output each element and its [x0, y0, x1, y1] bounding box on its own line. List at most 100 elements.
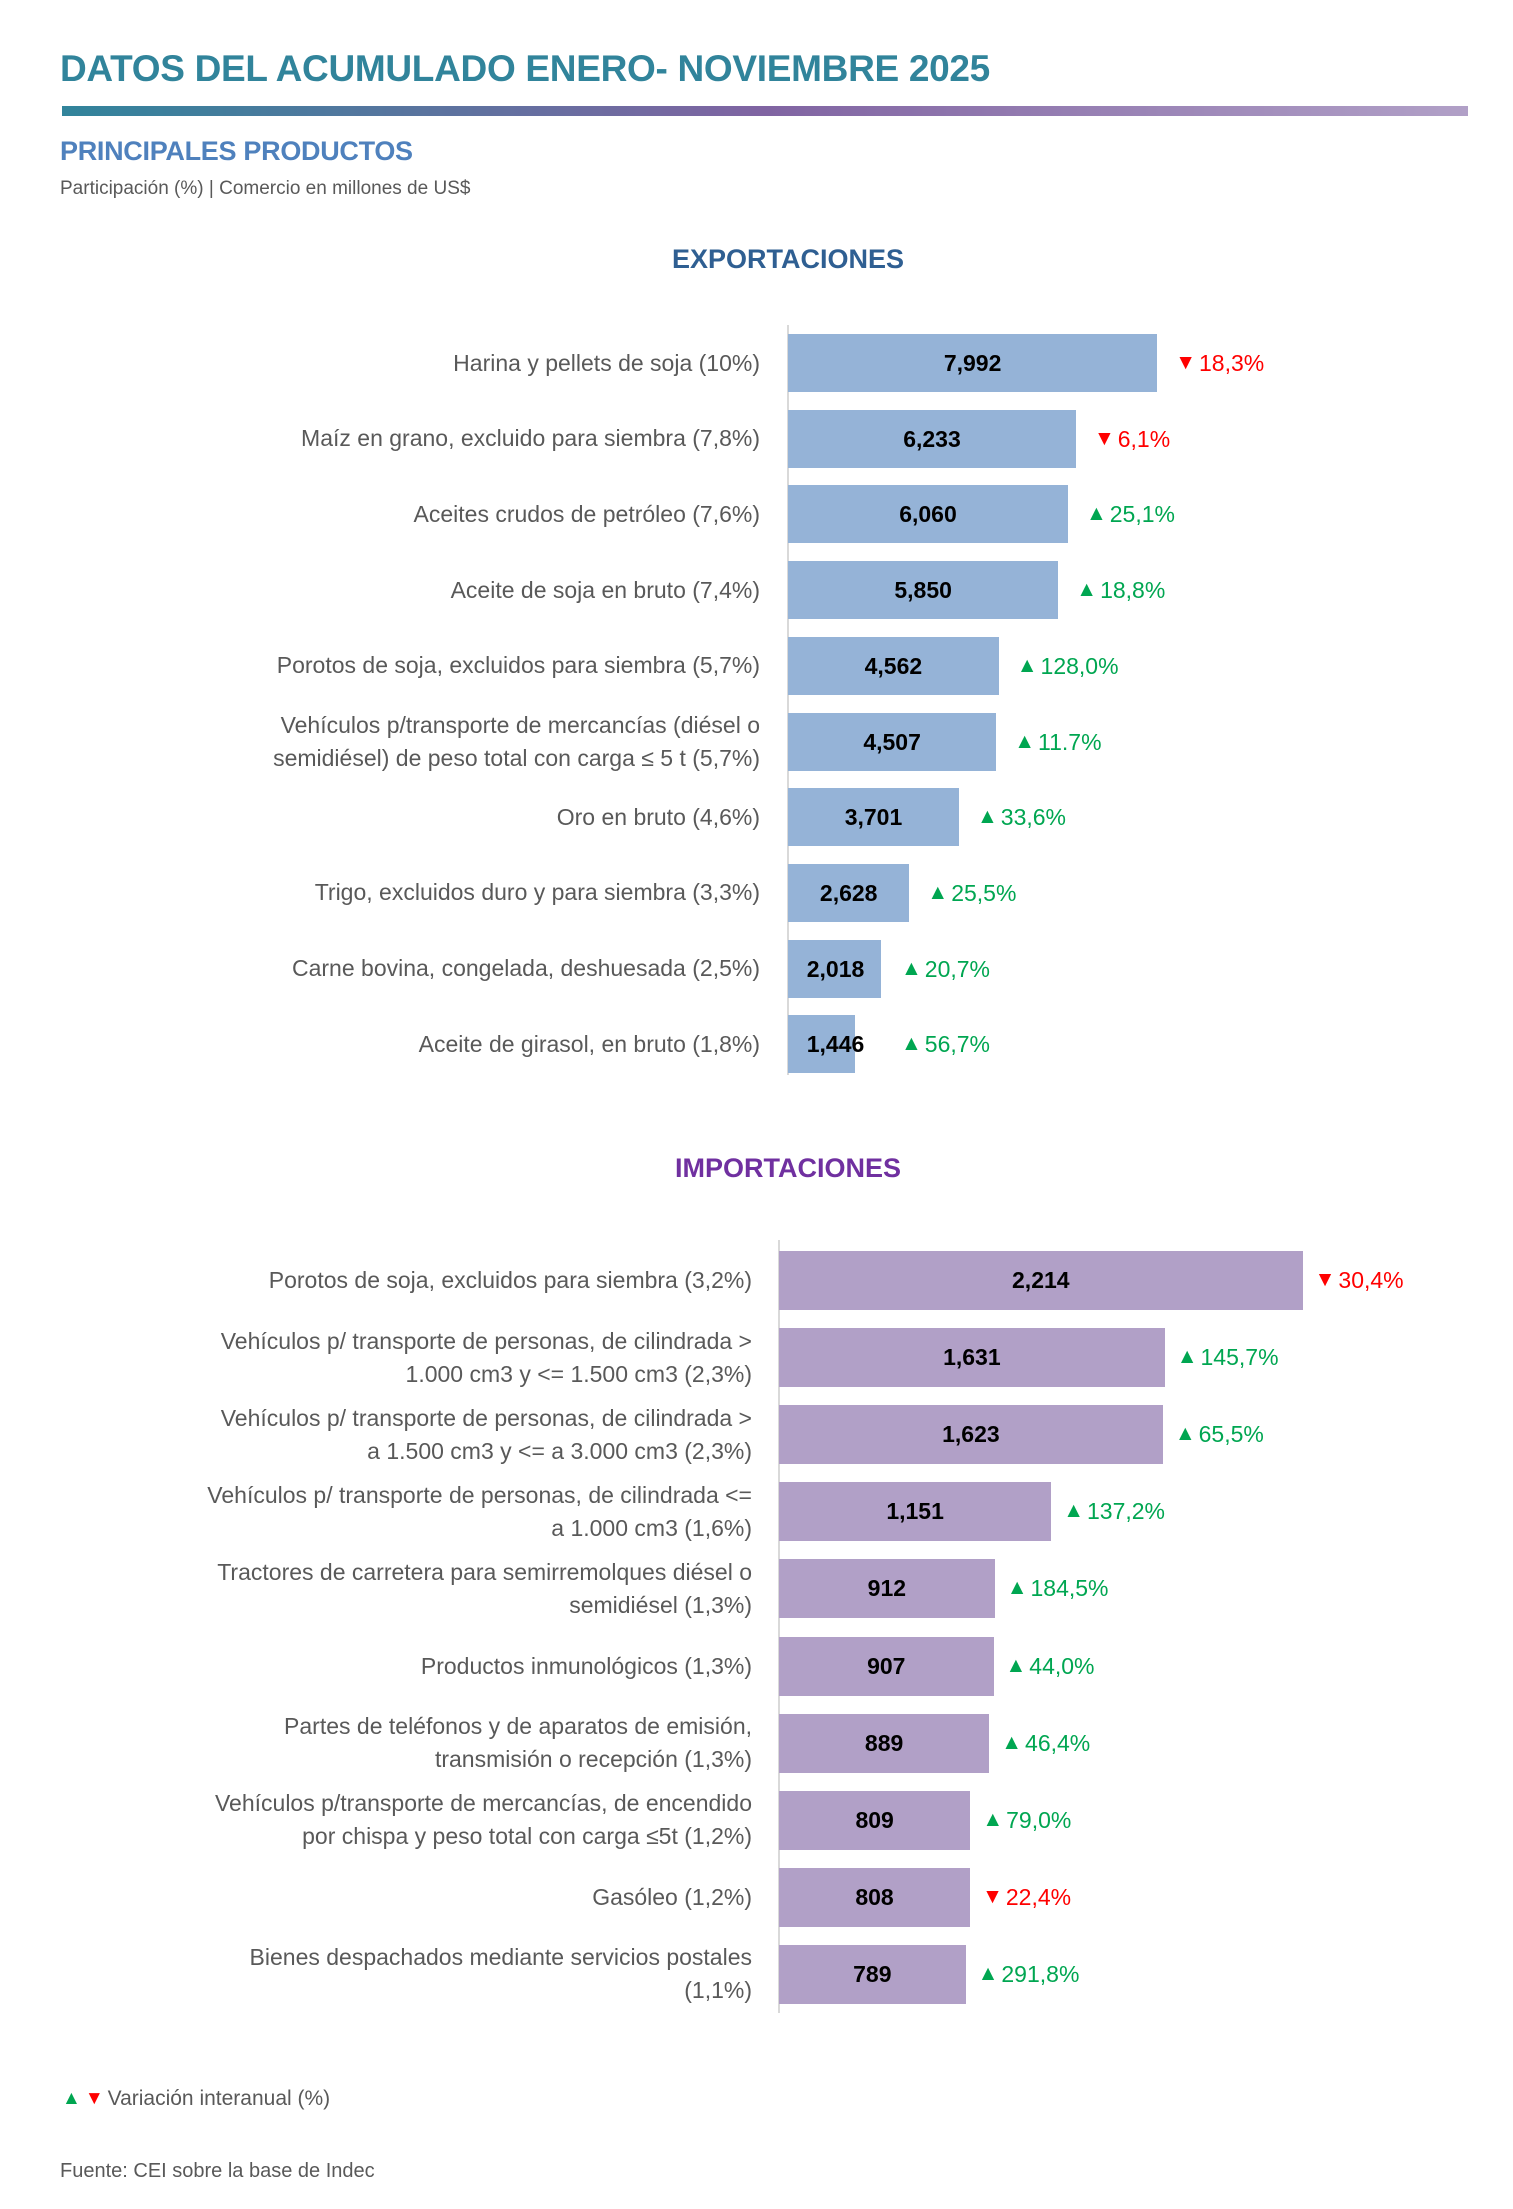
- category-label-line: (1,1%): [684, 1977, 752, 2004]
- bar: [779, 1328, 1165, 1388]
- category-label-line: Porotos de soja, excluidos para siembra …: [276, 652, 760, 679]
- category-label-line: Vehículos p/ transporte de personas, de …: [220, 1327, 752, 1354]
- bar-value-label: 789: [853, 1960, 892, 1987]
- variation-label: ▲ 56,7%: [901, 1015, 990, 1073]
- variation-value: 20,7%: [924, 955, 991, 982]
- variation-label: ▲ 20,7%: [901, 940, 990, 998]
- variation-label: ▲ 291,8%: [978, 1945, 1080, 2003]
- variation-label: ▲ 145,7%: [1177, 1328, 1279, 1386]
- bar-value-label: 4,562: [864, 652, 923, 679]
- category-label: Trigo, excluidos duro y para siembra (3,…: [200, 852, 760, 934]
- category-label-line: Bienes despachados mediante servicios po…: [249, 1944, 752, 1971]
- triangle-up-icon: ▲: [1076, 578, 1098, 602]
- category-label-line: Aceite de girasol, en bruto (1,8%): [418, 1030, 760, 1057]
- bar-value-label: 912: [867, 1575, 907, 1602]
- triangle-up-icon: ▲: [977, 1961, 999, 1985]
- variation-value: 291,8%: [1001, 1960, 1080, 1987]
- bar: [788, 863, 910, 922]
- section-subtitle: PRINCIPALES PRODUCTOS: [60, 136, 413, 166]
- variation-value: 128,0%: [1040, 652, 1119, 679]
- variation-label: ▼ 22,4%: [982, 1868, 1071, 1926]
- variation-label: ▲ 79,0%: [982, 1791, 1071, 1849]
- bar-value-label: 6,233: [903, 425, 961, 452]
- category-label: Aceite de soja en bruto (7,4%): [200, 549, 760, 631]
- triangle-up-icon: ▲: [1006, 1576, 1028, 1600]
- variation-value: 22,4%: [1005, 1883, 1072, 1910]
- triangle-up-icon: ▲: [982, 1807, 1004, 1831]
- category-label-line: Aceites crudos de petróleo (7,6%): [413, 500, 760, 527]
- triangle-up-icon: ▲: [1176, 1345, 1198, 1369]
- category-label-line: a 1.000 cm3 (1,6%): [551, 1514, 752, 1541]
- variation-label: ▲ 25,1%: [1086, 485, 1175, 543]
- variation-value: 25,1%: [1109, 501, 1175, 528]
- bar: [779, 1636, 994, 1696]
- bar-value-label: 809: [855, 1806, 894, 1833]
- category-label-line: semidiésel) de peso total con carga ≤ 5 …: [273, 744, 760, 771]
- triangle-up-icon: ▲: [1005, 1653, 1027, 1677]
- variation-label: ▲ 128,0%: [1017, 637, 1119, 695]
- triangle-up-icon: ▲: [1001, 1730, 1023, 1754]
- category-label: Partes de teléfonos y de aparatos de emi…: [120, 1702, 752, 1785]
- title-underline: [62, 106, 1468, 116]
- triangle-up-icon: ▲: [1014, 729, 1036, 753]
- bar-value-label: 808: [855, 1883, 894, 1910]
- category-label: Carne bovina, congelada, deshuesada (2,5…: [200, 928, 760, 1010]
- variation-value: 137,2%: [1087, 1498, 1166, 1525]
- bar-value-label: 5,850: [894, 577, 952, 604]
- bar-value-label: 1,623: [942, 1421, 1000, 1448]
- variation-value: 6,1%: [1117, 425, 1171, 452]
- category-label-line: Vehículos p/transporte de mercancías (di…: [280, 711, 760, 738]
- bar-value-label: 907: [867, 1652, 906, 1679]
- variation-value: 145,7%: [1200, 1344, 1279, 1371]
- category-label: Vehículos p/transporte de mercancías, de…: [120, 1779, 752, 1862]
- category-label: Gasóleo (1,2%): [120, 1856, 752, 1939]
- variation-label: ▼ 30,4%: [1315, 1251, 1404, 1309]
- bar-value-label: 7,992: [943, 350, 1002, 376]
- triangle-up-icon: ▲: [62, 2088, 81, 2109]
- bar-value-label: 2,214: [1012, 1267, 1070, 1293]
- category-label: Vehículos p/transporte de mercancías (di…: [200, 701, 760, 783]
- bar: [779, 1405, 1163, 1465]
- variation-value: 184,5%: [1030, 1575, 1109, 1602]
- bar-value-label: 3,701: [844, 804, 903, 831]
- variation-value: 18,8%: [1100, 577, 1166, 604]
- units-caption: Participación (%) | Comercio en millones…: [60, 178, 471, 199]
- category-label-line: Vehículos p/transporte de mercancías, de…: [214, 1790, 752, 1817]
- bar: [779, 1482, 1052, 1542]
- triangle-down-icon: ▼: [1314, 1268, 1336, 1291]
- variation-label: ▲ 65,5%: [1175, 1405, 1264, 1463]
- category-label-line: Aceite de soja en bruto (7,4%): [450, 576, 760, 603]
- category-label: Bienes despachados mediante servicios po…: [120, 1933, 752, 2016]
- category-axis: [787, 325, 789, 1075]
- bar: [788, 1015, 855, 1074]
- bar-value-label: 1,631: [943, 1344, 1001, 1371]
- variation-value: 65,5%: [1198, 1421, 1264, 1448]
- category-label-line: Carne bovina, congelada, deshuesada (2,5…: [292, 955, 760, 982]
- category-label-line: Vehículos p/ transporte de personas, de …: [220, 1404, 752, 1431]
- triangle-down-icon: ▼: [1093, 426, 1115, 450]
- bar: [788, 561, 1059, 620]
- category-label: Aceite de girasol, en bruto (1,8%): [200, 1003, 760, 1085]
- variation-value: 44,0%: [1029, 1652, 1095, 1679]
- variation-label: ▲ 46,4%: [1001, 1714, 1090, 1772]
- bar-value-label: 6,060: [899, 501, 957, 528]
- bar: [779, 1867, 971, 1927]
- bar: [779, 1790, 971, 1850]
- category-label-line: 1.000 cm3 y <= 1.500 cm3 (2,3%): [405, 1360, 752, 1387]
- bar: [788, 485, 1068, 544]
- category-label-line: Tractores de carretera para semirremolqu…: [217, 1558, 752, 1585]
- category-label-line: Trigo, excluidos duro y para siembra (3,…: [314, 879, 760, 906]
- variation-label: ▲ 184,5%: [1007, 1559, 1109, 1617]
- variation-value: 56,7%: [924, 1031, 991, 1058]
- category-axis: [778, 1240, 780, 2013]
- category-label-line: Maíz en grano, excluido para siembra (7,…: [301, 425, 760, 452]
- bar: [779, 1559, 995, 1619]
- category-label: Vehículos p/ transporte de personas, de …: [120, 1393, 752, 1476]
- source-note: Fuente: CEI sobre la base de Indec: [60, 2160, 375, 2182]
- category-label-line: semidiésel (1,3%): [569, 1591, 752, 1618]
- variation-value: 46,4%: [1025, 1729, 1091, 1756]
- category-label-line: Vehículos p/ transporte de personas, de …: [207, 1481, 752, 1508]
- variation-label: ▲ 18,8%: [1076, 561, 1165, 619]
- variation-label: ▼ 18,3%: [1175, 334, 1264, 392]
- variation-label: ▲ 33,6%: [977, 788, 1066, 846]
